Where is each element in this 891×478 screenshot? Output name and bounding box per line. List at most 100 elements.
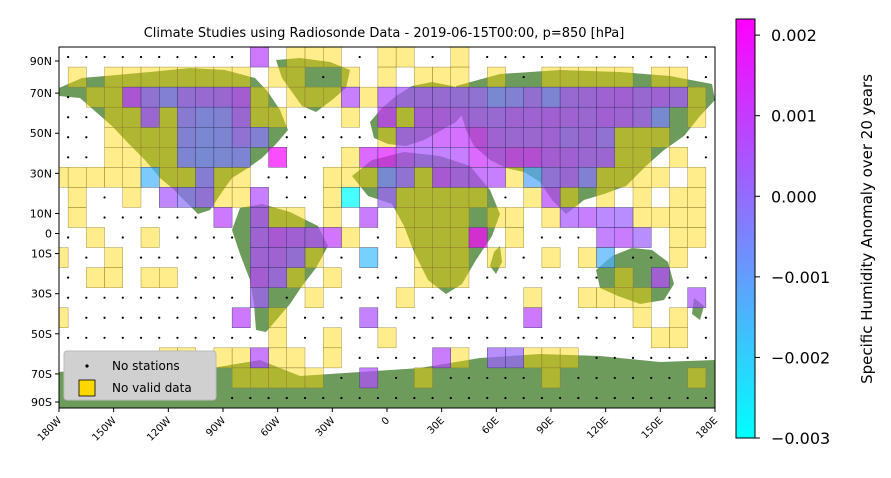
y-tick-label: 70N xyxy=(30,87,52,100)
anomaly-cell xyxy=(414,127,433,148)
madagascar-shape xyxy=(490,246,502,274)
no-station-dot xyxy=(668,376,671,380)
anomaly-cell xyxy=(195,86,215,108)
antarctica-shape xyxy=(59,354,715,408)
no-station-dot xyxy=(650,55,653,59)
no-station-dot xyxy=(431,316,434,319)
y-axis: 90N 70N 50N 30N 10N 0 10S 30S 50S 70S 90S xyxy=(30,55,59,409)
anomaly-cell xyxy=(250,247,269,268)
no-valid-data-cell xyxy=(286,86,306,108)
no-station-dot xyxy=(67,336,70,339)
no-station-dot xyxy=(449,376,452,380)
no-station-dot xyxy=(376,236,379,239)
no-station-dot xyxy=(467,396,471,400)
no-station-dot xyxy=(158,336,161,339)
no-station-dot xyxy=(486,336,489,339)
y-tick-label: 30N xyxy=(30,167,52,180)
anomaly-cell xyxy=(596,207,615,228)
anomaly-cell xyxy=(177,106,196,128)
no-valid-data-cell xyxy=(86,167,105,188)
anomaly-cell xyxy=(596,106,615,128)
anomaly-cell xyxy=(468,227,488,248)
x-tick-label: 60E xyxy=(480,415,501,436)
anomaly-cell xyxy=(159,187,178,208)
y-tick-label: 50S xyxy=(31,328,52,341)
no-valid-data-cell xyxy=(632,167,652,188)
no-valid-data-cell xyxy=(651,167,670,188)
anomaly-cell xyxy=(250,127,269,148)
x-tick-label: 120W xyxy=(145,415,173,443)
no-station-dot xyxy=(486,276,489,279)
no-station-dot xyxy=(668,55,671,59)
colorbar-ticks: 0.002 0.001 0.000 −0.001 −0.002 −0.003 xyxy=(755,26,830,448)
no-station-dot xyxy=(249,336,252,339)
no-station-dot xyxy=(540,55,543,59)
no-station-dot xyxy=(704,316,707,319)
no-valid-data-cell xyxy=(614,287,634,308)
no-station-dot xyxy=(577,396,580,400)
no-station-dot xyxy=(559,236,562,239)
no-station-dot xyxy=(67,136,70,139)
no-valid-data-cell xyxy=(268,66,287,88)
anomaly-cell xyxy=(377,147,397,168)
x-tick-label: 90E xyxy=(535,415,556,436)
no-station-dot xyxy=(704,276,707,279)
anomaly-cell xyxy=(140,106,160,128)
no-valid-data-cell xyxy=(86,267,105,288)
anomaly-cell xyxy=(140,167,160,188)
no-valid-data-marker xyxy=(78,379,96,397)
no-valid-data-cell xyxy=(541,367,561,389)
no-station-dot xyxy=(540,396,543,400)
anomaly-cell xyxy=(596,147,615,168)
no-valid-data-cell xyxy=(304,287,324,308)
no-valid-data-cell xyxy=(596,187,615,208)
no-station-dot xyxy=(285,136,288,139)
no-valid-data-cell xyxy=(395,106,415,128)
no-station-dot xyxy=(504,196,507,199)
no-station-dot xyxy=(194,336,197,339)
anomaly-cell xyxy=(487,86,506,108)
no-station-dot xyxy=(340,316,343,319)
anomaly-cell xyxy=(268,147,287,168)
anomaly-cell xyxy=(195,147,215,168)
no-station-dot xyxy=(540,236,543,239)
no-station-dot xyxy=(285,296,288,299)
y-tick-label: 30S xyxy=(31,288,52,301)
no-valid-data-cell xyxy=(213,66,233,88)
no-station-dot xyxy=(504,316,507,319)
greenland-shape xyxy=(276,58,350,112)
anomaly-cell xyxy=(286,227,306,248)
no-station-dot xyxy=(103,196,106,199)
anomaly-cell xyxy=(523,86,543,108)
no-station-dot xyxy=(212,256,215,259)
no-valid-data-cell xyxy=(687,86,707,108)
no-valid-data-cell xyxy=(323,187,342,208)
no-station-dot xyxy=(67,156,70,159)
no-station-dot xyxy=(486,55,489,59)
no-station-dot xyxy=(139,216,143,219)
no-station-dot xyxy=(650,356,653,359)
no-valid-data-cell xyxy=(632,307,652,328)
no-valid-data-cell xyxy=(687,367,707,389)
no-valid-data-cell xyxy=(559,347,579,369)
no-station-dot xyxy=(559,316,562,319)
no-station-dot xyxy=(103,336,106,339)
no-valid-data-cell xyxy=(250,106,269,128)
no-valid-data-cell xyxy=(450,187,470,208)
anomaly-cell xyxy=(559,106,579,128)
no-station-dot xyxy=(413,336,416,339)
no-valid-data-cell xyxy=(632,127,652,148)
no-valid-data-cell xyxy=(177,66,196,88)
no-station-dot xyxy=(340,136,343,139)
no-station-dot xyxy=(139,316,143,319)
no-station-dot xyxy=(249,396,252,400)
no-station-dot xyxy=(668,356,671,359)
anomaly-cell xyxy=(250,47,269,68)
y-tick-label: 70S xyxy=(31,368,52,381)
no-station-dot xyxy=(139,55,143,59)
no-station-dot xyxy=(212,296,215,299)
anomaly-cell xyxy=(651,86,670,108)
no-station-dot xyxy=(85,336,88,339)
no-station-dot xyxy=(504,296,507,299)
no-station-dot xyxy=(139,336,143,339)
